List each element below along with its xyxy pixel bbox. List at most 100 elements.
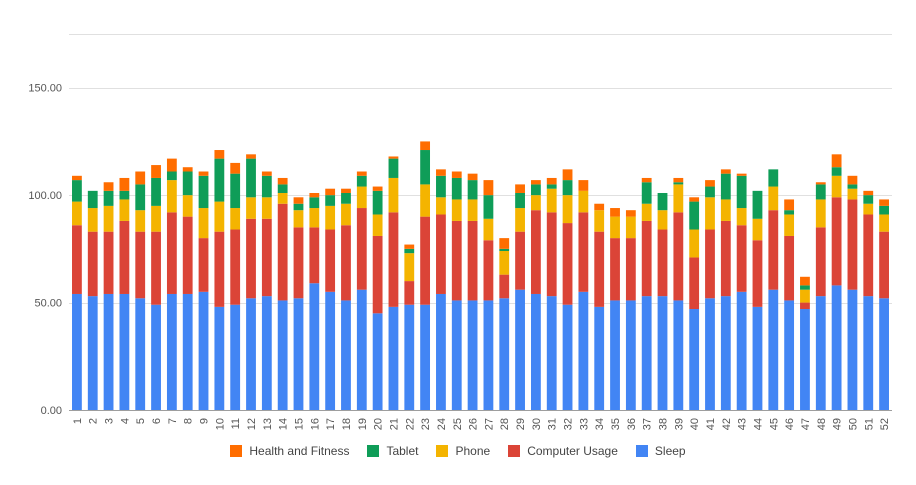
x-tick-label: 50 [847,418,859,430]
x-tick-label: 27 [483,418,495,430]
legend-item-tablet[interactable]: Tablet [367,444,418,458]
bar-health-and-fitness [641,177,652,183]
bar-tablet [420,150,431,185]
bar-tablet [325,195,336,206]
bar-sleep [562,304,573,410]
x-tick-label: 14 [278,418,290,430]
bar-sleep [625,300,636,410]
bar-computer-usage [720,220,731,297]
bar-tablet [641,182,652,204]
bar-tablet [182,171,193,196]
x-tick-label: 18 [341,418,353,430]
bar-phone [388,177,399,213]
bar-phone [578,190,589,213]
bar-health-and-fitness [135,171,146,185]
bar-computer-usage [800,302,810,310]
x-tick-label: 13 [262,418,274,430]
bar-sleep [815,296,826,410]
bar-health-and-fitness [467,173,478,181]
bar-phone [246,197,256,219]
y-tick-label: 150.00 [28,83,62,95]
bar-phone [673,184,684,213]
x-tick-label: 1 [72,418,84,424]
bar-health-and-fitness [230,162,241,174]
x-tick-label: 46 [784,418,796,430]
x-tick-label: 38 [658,418,670,430]
bar-sleep [720,296,731,410]
bar-health-and-fitness [705,180,715,187]
bar-sleep [103,293,114,410]
bar-computer-usage [293,227,304,299]
bar-health-and-fitness [499,238,510,249]
bar-tablet [87,190,98,209]
bar-tablet [752,190,763,219]
x-tick-label: 12 [246,418,258,430]
bar-sleep [87,296,98,410]
bar-computer-usage [277,203,288,301]
x-tick-label: 32 [563,418,575,430]
bar-health-and-fitness [673,177,684,183]
x-tick-label: 29 [515,418,527,430]
bar-phone [530,195,541,211]
bar-computer-usage [198,238,209,292]
bar-sleep [151,304,161,410]
bar-phone [261,197,272,219]
x-tick-label: 15 [293,418,305,430]
bar-computer-usage [451,220,462,301]
bar-tablet [736,175,747,209]
bar-health-and-fitness [166,158,177,172]
bar-sleep [451,300,462,410]
x-tick-label: 19 [357,418,369,430]
legend-label-health-and-fitness: Health and Fitness [249,444,350,458]
bar-health-and-fitness [404,244,415,249]
legend-item-sleep[interactable]: Sleep [635,444,686,458]
bar-health-and-fitness [720,169,731,174]
bar-sleep [594,306,605,410]
x-tick-label: 21 [388,418,400,430]
bar-computer-usage [230,229,241,305]
bar-computer-usage [831,197,842,286]
bar-sleep [530,293,541,410]
bar-tablet [103,190,114,206]
bar-health-and-fitness [420,141,431,151]
bar-phone [784,214,795,236]
x-tick-label: 17 [325,418,337,430]
legend-item-computer-usage[interactable]: Computer Usage [508,444,618,458]
legend: Health and Fitness Tablet Phone Computer… [0,444,916,458]
bar-tablet [356,175,367,187]
bar-phone [625,216,636,239]
bar-phone [705,197,715,230]
bar-phone [863,203,874,215]
legend-item-health-and-fitness[interactable]: Health and Fitness [230,444,349,458]
bar-tablet [815,184,826,200]
bar-health-and-fitness [784,199,795,211]
bar-computer-usage [151,231,161,305]
bar-tablet [166,171,177,181]
bar-computer-usage [562,223,573,305]
bar-sleep [309,283,320,410]
bar-health-and-fitness [594,203,605,211]
x-tick-label: 8 [183,418,195,424]
bar-computer-usage [182,216,193,294]
bar-health-and-fitness [546,177,557,185]
bar-phone [356,186,367,209]
bar-phone [214,201,225,232]
bar-phone [103,205,114,232]
bar-computer-usage [594,231,605,307]
legend-item-phone[interactable]: Phone [436,444,490,458]
bar-health-and-fitness [103,182,114,191]
x-tick-label: 49 [832,418,844,430]
bar-health-and-fitness [277,177,288,185]
bar-phone [325,205,336,230]
bar-tablet [119,190,130,200]
bar-tablet [863,195,874,204]
bar-phone [72,201,82,226]
bar-phone [372,214,383,236]
x-tick-label: 26 [468,418,480,430]
x-tick-label: 42 [721,418,733,430]
x-tick-label: 2 [88,418,100,424]
bar-health-and-fitness [182,167,193,172]
bar-tablet [372,190,383,215]
bar-sleep [198,291,209,410]
bar-sleep [341,300,351,410]
